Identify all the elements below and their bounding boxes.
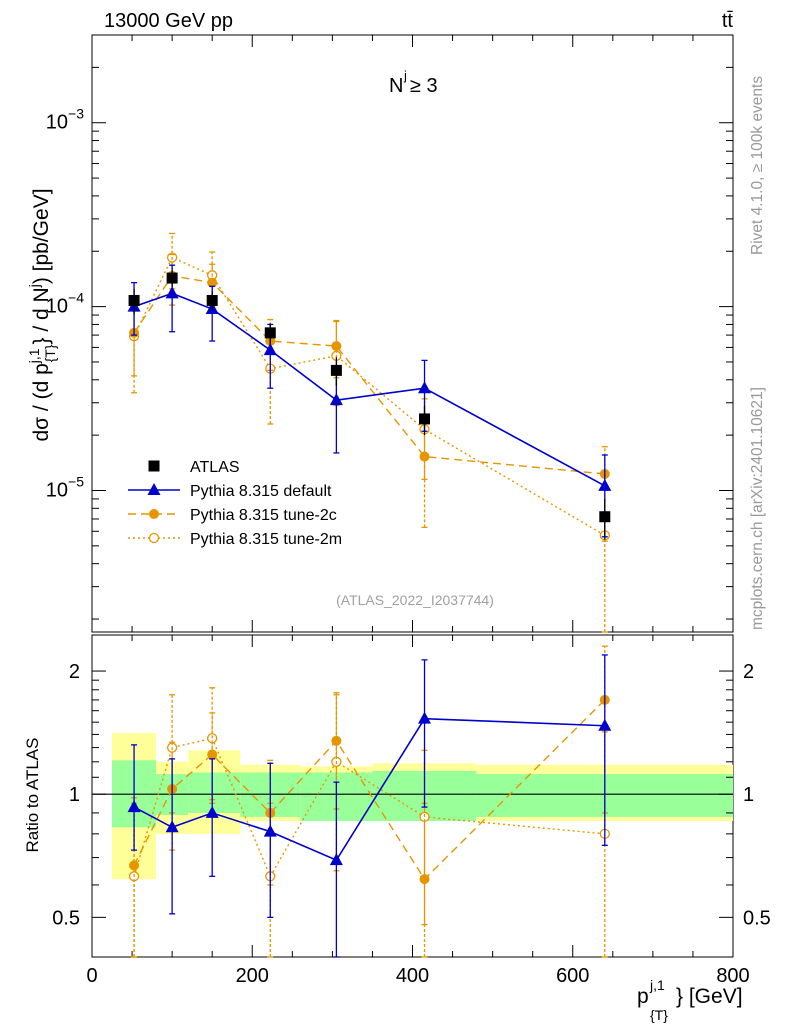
data-point	[127, 800, 141, 813]
y-tick-label: 1	[69, 784, 80, 806]
data-point	[598, 718, 612, 731]
main-panel-frame	[91, 34, 734, 633]
ratio-series-layer	[127, 645, 612, 958]
main-axis-ticks: 10−510−410−3	[46, 34, 734, 632]
data-point	[418, 711, 432, 724]
legend-marker	[147, 483, 161, 495]
data-point	[165, 820, 179, 833]
main-ylabel: dσ / (d pj,1{T}} / d Nj) [pb/GeV]	[26, 188, 58, 441]
y-tick-label-right: 0.5	[743, 907, 771, 929]
data-point	[599, 511, 611, 523]
y-tick-label: 10−5	[46, 473, 84, 501]
y-tick-label: 2	[69, 661, 80, 683]
legend-marker	[149, 509, 159, 519]
legend-label: Pythia 8.315 default	[190, 483, 332, 500]
analysis-id: (ATLAS_2022_I2037744)	[336, 592, 494, 608]
data-point	[329, 853, 343, 866]
series-tune2m	[128, 232, 610, 633]
main-series-layer	[127, 232, 612, 633]
x-tick-label: 400	[396, 965, 429, 987]
data-point	[419, 874, 430, 885]
series-atlas	[128, 270, 611, 540]
svg-text:j,1: j,1	[649, 977, 665, 993]
ratio-reference-band	[92, 733, 733, 880]
legend-item-atlas: ATLAS	[148, 459, 240, 476]
legend-label: Pythia 8.315 tune-2m	[190, 531, 342, 548]
x-tick-label: 600	[556, 965, 589, 987]
svg-text:{T}: {T}	[650, 1007, 668, 1023]
process-label: tt̄	[722, 10, 734, 32]
data-point	[129, 860, 140, 871]
y-tick-label-right: 2	[743, 661, 754, 683]
data-point	[207, 749, 218, 760]
data-point	[205, 805, 219, 818]
data-point	[331, 735, 342, 746]
main-annotation: N j ≥ 3	[389, 68, 438, 97]
legend: ATLAS Pythia 8.315 default Pythia 8.315 tu…	[128, 459, 342, 548]
x-tick-label: 200	[236, 965, 269, 987]
svg-text:N: N	[389, 75, 403, 97]
x-tick-label: 0	[86, 965, 97, 987]
legend-label: ATLAS	[190, 459, 240, 476]
data-point	[264, 327, 276, 339]
y-tick-label: 0.5	[52, 907, 80, 929]
data-point	[166, 272, 178, 284]
svg-text:j: j	[403, 68, 407, 83]
data-point	[329, 393, 343, 406]
svg-text:p: p	[637, 985, 649, 1008]
data-point	[418, 381, 432, 394]
legend-item-default: Pythia 8.315 default	[128, 483, 332, 500]
data-point	[419, 451, 430, 462]
series-default	[127, 654, 612, 958]
data-point	[331, 341, 342, 352]
beam-label: 13000 GeV pp	[104, 10, 233, 32]
legend-item-tune2m: Pythia 8.315 tune-2m	[128, 531, 342, 548]
data-point	[419, 413, 431, 425]
legend-item-tune2c: Pythia 8.315 tune-2c	[128, 507, 337, 524]
series-line	[133, 292, 606, 487]
mcplots-label: mcplots.cern.ch [arXiv:2401.10621]	[749, 387, 766, 630]
legend-label: Pythia 8.315 tune-2c	[190, 507, 337, 524]
data-point	[165, 286, 179, 299]
x-tick-label: 800	[716, 965, 749, 987]
rivet-label: Rivet 4.1.0, ≥ 100k events	[749, 76, 766, 255]
legend-marker	[148, 460, 160, 472]
data-point	[263, 343, 277, 356]
data-point	[207, 277, 218, 288]
x-axis-label: p j,1 {T} } [GeV]	[637, 977, 743, 1023]
y-tick-label: 10−3	[46, 106, 84, 134]
ratio-ylabel: Ratio to ATLAS	[23, 738, 42, 853]
legend-marker	[148, 532, 160, 544]
y-tick-label-right: 1	[743, 784, 754, 806]
data-point	[263, 824, 277, 837]
data-point	[206, 294, 218, 306]
data-point	[330, 364, 342, 376]
svg-text:} [GeV]: } [GeV]	[676, 985, 743, 1008]
ratio-band-inner	[188, 772, 241, 813]
data-point	[128, 294, 140, 306]
ratio-axis-ticks: 0 200 400 600 800 0.5 0.5 1 1 2 2	[52, 635, 771, 987]
svg-text:≥ 3: ≥ 3	[410, 75, 438, 97]
data-point	[598, 478, 612, 491]
